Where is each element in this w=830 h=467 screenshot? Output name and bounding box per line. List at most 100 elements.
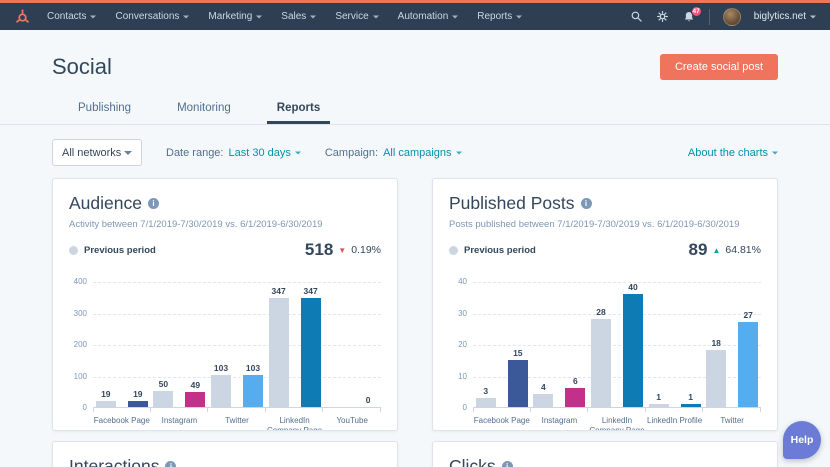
nav-item-label: Reports xyxy=(477,11,513,22)
audience-bar-chart: 0 100 200 300 400 19 19 50 49 103 103 347 347 0 Face… xyxy=(69,277,381,430)
campaign-value[interactable]: All campaigns xyxy=(383,146,462,159)
audience-total-stat: 518 ▼ 0.19% xyxy=(305,240,381,260)
chevron-down-icon xyxy=(772,151,778,155)
page-header: Social Create social post xyxy=(0,30,830,80)
bar-wrap: 40 xyxy=(622,282,643,407)
chevron-down-icon xyxy=(90,15,97,19)
about-the-charts-link[interactable]: About the charts xyxy=(688,147,778,159)
network-select[interactable]: All networks xyxy=(52,139,142,166)
current-period-bar xyxy=(127,401,148,407)
current-period-bar xyxy=(300,297,321,407)
gridline xyxy=(473,282,761,283)
nav-item-sales[interactable]: Sales xyxy=(281,11,317,22)
campaign-value-text: All campaigns xyxy=(383,146,452,159)
chevron-down-icon xyxy=(310,15,317,19)
settings-gear-icon[interactable] xyxy=(656,10,669,23)
change-direction-icon: ▼ xyxy=(338,245,347,255)
bar-wrap: 6 xyxy=(565,282,586,407)
bar-group: 19 19 xyxy=(93,282,151,412)
info-icon[interactable]: i xyxy=(165,461,177,467)
report-cards-grid: Audience i Activity between 7/1/2019-7/3… xyxy=(0,166,830,467)
published-posts-bar-chart: 0 10 20 30 40 3 15 4 6 28 40 1 1 18 27 Facebook Page I… xyxy=(449,277,761,431)
bar-wrap: 3 xyxy=(475,282,496,407)
bar-wrap: 19 xyxy=(95,282,116,407)
previous-period-bar xyxy=(706,350,727,407)
bar-wrap: 50 xyxy=(153,282,174,407)
plot-area: 3 15 4 6 28 40 1 1 18 27 xyxy=(473,282,761,412)
nav-item-label: Marketing xyxy=(208,11,253,22)
bar-value-label: 347 xyxy=(303,285,318,296)
hubspot-sprocket-logo[interactable] xyxy=(14,8,31,25)
current-period-bar xyxy=(185,391,206,407)
nav-item-conversations[interactable]: Conversations xyxy=(115,11,190,22)
info-icon[interactable]: i xyxy=(147,198,159,209)
gridline xyxy=(473,376,761,378)
x-axis-category-label: LinkedIn Company Page xyxy=(589,416,645,431)
previous-period-bar xyxy=(648,403,669,407)
search-icon[interactable] xyxy=(630,10,643,23)
network-select-value: All networks xyxy=(62,146,122,159)
nav-item-automation[interactable]: Automation xyxy=(398,11,459,22)
create-social-post-button[interactable]: Create social post xyxy=(659,54,778,80)
x-axis-category-label: Twitter xyxy=(720,416,744,425)
y-axis-tick: 40 xyxy=(458,277,467,286)
previous-period-bar xyxy=(268,297,289,407)
bar-value-label: 103 xyxy=(213,362,229,373)
tab-publishing[interactable]: Publishing xyxy=(78,102,132,114)
bar-value-label: 103 xyxy=(245,362,261,373)
info-icon[interactable]: i xyxy=(580,198,592,209)
bar-wrap: 27 xyxy=(738,282,759,407)
user-avatar[interactable] xyxy=(722,7,741,26)
x-axis-category-label: Instagram xyxy=(161,416,198,425)
y-axis-tick: 200 xyxy=(73,340,87,349)
change-percent: 64.81% xyxy=(725,244,761,256)
bar-wrap: 15 xyxy=(507,282,528,407)
previous-period-bar xyxy=(210,374,231,407)
bar-value-label: 18 xyxy=(711,338,721,349)
nav-item-reports[interactable]: Reports xyxy=(477,11,523,22)
gridline xyxy=(93,282,381,283)
notifications-bell-icon[interactable]: 47 xyxy=(682,5,702,24)
bar-value-label: 4 xyxy=(541,382,546,393)
sprocket-icon xyxy=(16,9,29,23)
nav-utilities: 47 biglytics.net xyxy=(630,5,816,26)
bar-wrap: 1 xyxy=(680,282,701,407)
card-subtitle: Posts published between 7/1/2019-7/30/20… xyxy=(449,219,740,230)
gridline xyxy=(93,313,381,315)
date-range-value[interactable]: Last 30 days xyxy=(228,147,301,159)
card-title-interactions: Interactions xyxy=(69,456,160,467)
stat-total: 89 xyxy=(688,240,708,259)
x-axis-category-label: Instagram xyxy=(541,416,578,425)
y-axis-tick: 30 xyxy=(458,308,467,318)
nav-item-marketing[interactable]: Marketing xyxy=(208,11,263,22)
nav-item-label: Sales xyxy=(281,11,307,22)
clicks-card: Clicks i xyxy=(432,441,778,467)
bar-wrap: 347 xyxy=(268,282,289,407)
gridline xyxy=(93,376,381,378)
previous-period-bar xyxy=(590,318,611,407)
current-period-bar xyxy=(565,388,586,407)
card-subtitle: Activity between 7/1/2019-7/30/2019 vs. … xyxy=(69,219,323,230)
tab-reports[interactable]: Reports xyxy=(267,96,330,124)
nav-item-label: Contacts xyxy=(47,11,87,22)
help-button[interactable]: Help xyxy=(783,421,821,459)
account-menu[interactable]: biglytics.net xyxy=(754,11,816,22)
bar-group: 3 15 xyxy=(473,282,531,412)
chevron-down-icon xyxy=(455,151,462,155)
date-range-filter: Date range: Last 30 days xyxy=(166,147,301,159)
info-icon[interactable]: i xyxy=(501,461,513,467)
plot-area: 19 19 50 49 103 103 347 347 0 xyxy=(93,282,381,412)
tab-bar: Publishing Monitoring Reports xyxy=(0,96,830,125)
y-axis-tick: 400 xyxy=(73,277,87,286)
legend-label: Previous period xyxy=(84,244,156,256)
tab-monitoring[interactable]: Monitoring xyxy=(177,102,231,114)
date-range-label: Date range: xyxy=(166,146,224,159)
bar-value-label: 27 xyxy=(743,309,753,320)
nav-item-contacts[interactable]: Contacts xyxy=(47,11,97,22)
nav-item-service[interactable]: Service xyxy=(335,11,379,22)
previous-period-bar xyxy=(533,394,554,407)
bar-wrap: 18 xyxy=(706,282,727,407)
published-posts-total-stat: 89 ▲ 64.81% xyxy=(689,240,761,260)
nav-divider xyxy=(708,8,710,25)
